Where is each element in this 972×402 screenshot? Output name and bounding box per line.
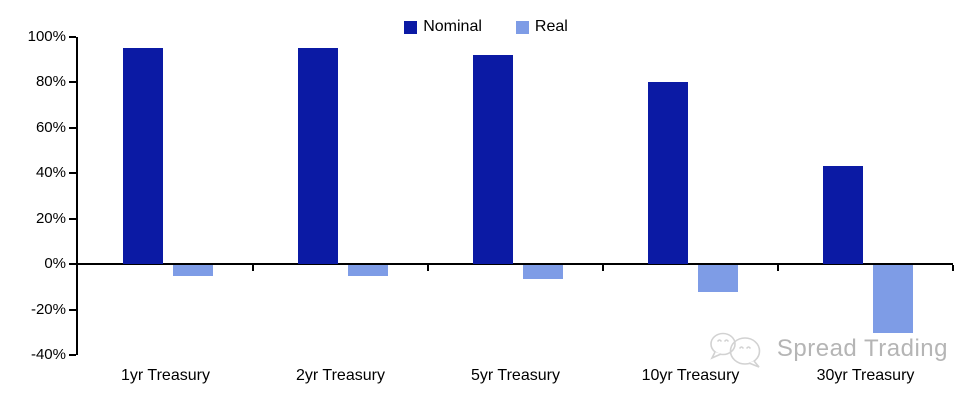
x-axis-labels: 1yr Treasury 2yr Treasury 5yr Treasury 10yr…	[78, 367, 953, 389]
x-axis-zero-line	[76, 263, 953, 266]
plot-area	[69, 36, 954, 356]
bar-nominal-10yr	[647, 82, 688, 265]
y-axis-tick	[69, 308, 76, 311]
y-axis-tick-label: -20%	[30, 300, 66, 318]
x-axis-category-label: 2yr Treasury	[296, 367, 385, 384]
legend: Nominal Real	[0, 18, 972, 36]
bar-real-5yr	[522, 265, 563, 279]
y-axis-tick	[69, 36, 76, 38]
y-axis-line	[76, 37, 78, 355]
y-axis-tick	[69, 81, 76, 84]
x-axis-tick	[602, 265, 604, 272]
y-axis-tick-label: 100%	[27, 28, 66, 45]
y-axis-tick	[69, 126, 76, 129]
x-axis-category-label: 1yr Treasury	[121, 367, 210, 384]
y-axis-tick	[69, 354, 76, 356]
legend-label: Real	[534, 18, 568, 35]
bar-nominal-5yr	[472, 55, 513, 265]
bar-real-10yr	[697, 265, 738, 293]
bar-nominal-1yr	[122, 48, 163, 265]
x-axis-tick	[952, 265, 954, 272]
bar-real-2yr	[347, 265, 388, 277]
legend-label: Nominal	[423, 18, 482, 35]
y-axis-tick-label: 40%	[35, 164, 66, 182]
x-axis-category-label: 30yr Treasury	[816, 367, 915, 384]
x-axis-category-label: 10yr Treasury	[641, 367, 740, 384]
y-axis-tick	[69, 172, 76, 175]
legend-item-nominal: Nominal	[404, 18, 482, 36]
legend-swatch-icon	[515, 20, 529, 34]
x-axis-tick	[777, 265, 779, 272]
bar-real-30yr	[872, 265, 913, 334]
x-axis-tick	[252, 265, 254, 272]
bar-real-1yr	[172, 265, 213, 277]
legend-item-real: Real	[515, 18, 568, 36]
y-axis-tick-label: 60%	[35, 118, 66, 136]
legend-swatch-icon	[404, 20, 418, 34]
y-axis-tick-label: -40%	[30, 346, 66, 363]
y-axis-tick	[69, 217, 76, 220]
y-axis-tick	[69, 263, 76, 266]
x-axis-tick	[427, 265, 429, 272]
y-axis-tick-label: 0%	[44, 255, 66, 273]
bar-nominal-2yr	[297, 48, 338, 265]
bar-nominal-30yr	[822, 166, 863, 265]
y-axis-labels: 100% 80% 60% 40% 20% 0% -20% -40%	[0, 28, 66, 363]
x-axis-category-label: 5yr Treasury	[471, 367, 560, 384]
y-axis-tick-label: 20%	[35, 209, 66, 227]
y-axis-tick-label: 80%	[35, 73, 66, 91]
